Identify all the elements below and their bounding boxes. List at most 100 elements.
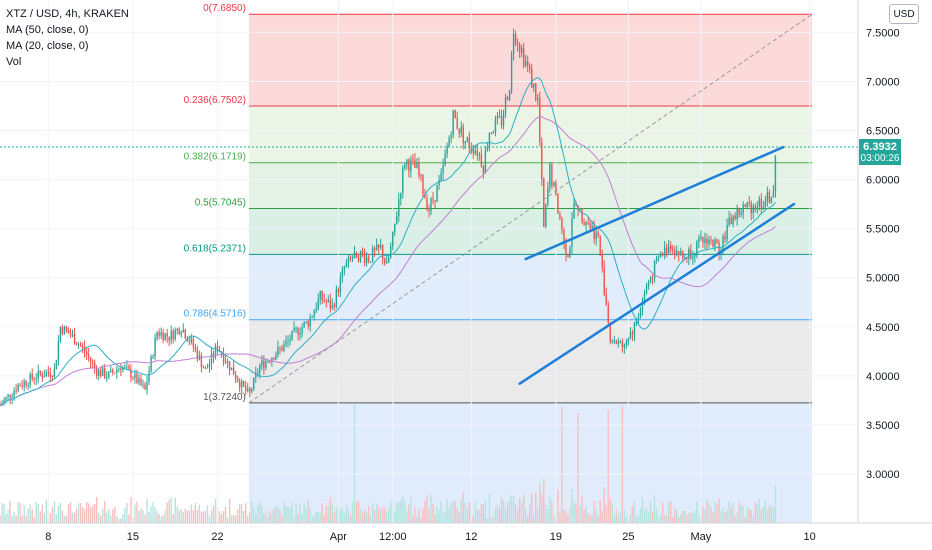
candle-body xyxy=(768,192,771,203)
candle-body xyxy=(418,162,420,176)
candle-body xyxy=(102,368,104,376)
candle-body xyxy=(293,328,295,331)
volume-bar xyxy=(347,508,350,523)
candle-body xyxy=(456,118,458,129)
currency-button[interactable]: USD xyxy=(889,4,919,24)
candle-body xyxy=(27,385,29,387)
candle-body xyxy=(106,377,108,379)
candle-body xyxy=(365,256,368,263)
candle-body xyxy=(611,341,613,343)
volume-bar xyxy=(512,495,515,523)
volume-bar xyxy=(522,494,525,523)
volume-bar xyxy=(150,506,152,523)
volume-bar xyxy=(589,515,591,523)
volume-bar xyxy=(385,511,388,523)
candle-body xyxy=(184,329,187,339)
volume-bar xyxy=(472,515,475,523)
candle-body xyxy=(410,159,412,172)
volume-bar xyxy=(142,510,144,523)
volume-bar xyxy=(537,507,539,523)
candle-body xyxy=(234,374,237,379)
volume-bar xyxy=(766,509,769,523)
volume-bar xyxy=(774,486,777,523)
candle-body xyxy=(571,218,573,247)
volume-bar xyxy=(333,512,336,523)
chart-legend: XTZ / USD, 4h, KRAKEN MA (50, close, 0) … xyxy=(6,6,129,70)
candle-body xyxy=(39,370,41,375)
fib-level-label: 0.236(6.7502) xyxy=(184,95,246,106)
volume-bar xyxy=(293,517,295,523)
fib-zone xyxy=(248,105,813,163)
volume-bar xyxy=(492,516,495,523)
volume-legend[interactable]: Vol xyxy=(6,56,22,68)
candle-body xyxy=(559,213,561,219)
volume-bar xyxy=(575,504,577,523)
volume-bar xyxy=(716,503,718,523)
volume-bar xyxy=(619,512,622,523)
candle-body xyxy=(5,397,7,400)
volume-bar xyxy=(283,502,285,523)
volume-bar xyxy=(202,511,205,523)
volume-bar xyxy=(110,515,112,523)
symbol-title[interactable]: XTZ / USD, 4h, KRAKEN xyxy=(6,8,129,20)
candle-body xyxy=(321,291,323,301)
volume-bar xyxy=(559,512,561,523)
volume-bar xyxy=(708,503,710,523)
candle-body xyxy=(9,394,11,398)
volume-bar xyxy=(410,497,412,523)
candle-body xyxy=(57,341,60,361)
moving-averages xyxy=(0,77,776,406)
volume-bar xyxy=(647,512,650,523)
candle-body xyxy=(53,369,56,377)
candle-body xyxy=(462,126,464,144)
channel-upper-line xyxy=(524,145,785,261)
time-tick-label: May xyxy=(691,531,712,543)
candle-body xyxy=(573,202,575,219)
volume-bar xyxy=(678,517,680,523)
candle-body xyxy=(385,262,388,264)
volume-bar xyxy=(444,510,446,523)
volume-bar xyxy=(130,497,132,523)
candle-body xyxy=(118,368,120,370)
candle-body xyxy=(595,232,597,240)
candle-body xyxy=(351,258,354,260)
volume-bar xyxy=(55,514,58,523)
volume-bar xyxy=(236,509,239,523)
candle-body xyxy=(228,361,231,371)
candle-body xyxy=(140,378,142,386)
volume-bar xyxy=(245,503,247,523)
candle-body xyxy=(212,353,215,357)
candle-body xyxy=(488,133,491,148)
volume-bar xyxy=(192,510,195,523)
ma50-legend[interactable]: MA (50, close, 0) xyxy=(6,24,89,36)
candle-body xyxy=(615,340,618,344)
candle-body xyxy=(323,300,325,302)
candle-body xyxy=(224,361,227,363)
volume-bar xyxy=(734,516,736,523)
volume-bar xyxy=(379,509,382,523)
volume-bar xyxy=(500,497,503,523)
fib-zone xyxy=(248,254,813,320)
volume-bar xyxy=(291,502,293,523)
volume-bar xyxy=(448,507,450,523)
volume-bar xyxy=(494,508,497,523)
volume-bar xyxy=(305,508,307,523)
chart-grid xyxy=(0,0,858,523)
volume-bar xyxy=(456,508,458,523)
ma50-line xyxy=(0,115,776,406)
candle-body xyxy=(357,257,360,261)
volume-bar xyxy=(426,495,428,523)
volume-bar xyxy=(744,517,746,523)
volume-bar xyxy=(17,502,19,523)
volume-bar xyxy=(442,513,444,523)
candle-body xyxy=(43,376,46,378)
candle-body xyxy=(267,361,269,363)
candle-body xyxy=(655,257,658,262)
candle-body xyxy=(555,182,557,194)
fibonacci-fills xyxy=(248,14,813,523)
ma20-legend[interactable]: MA (20, close, 0) xyxy=(6,40,89,52)
volume-bar xyxy=(543,478,545,523)
volume-bar xyxy=(514,503,517,523)
candle-body xyxy=(174,330,176,340)
